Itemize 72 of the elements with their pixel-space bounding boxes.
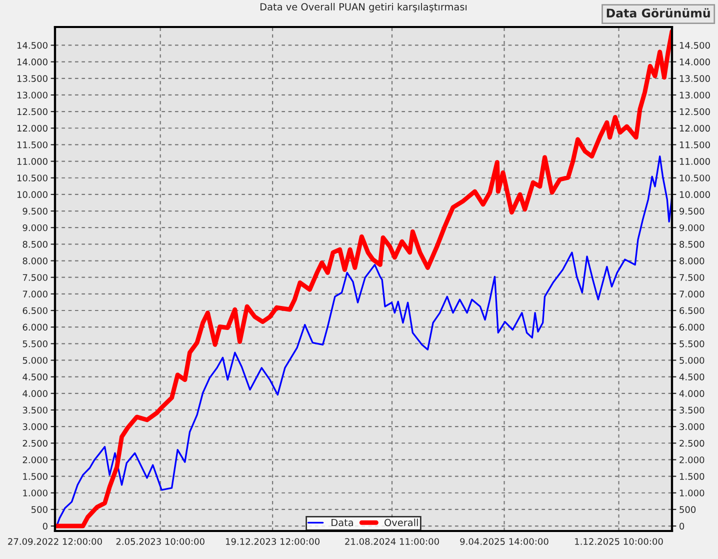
y-tick-label: 4.000 [22,390,48,397]
y2-tick-label: 11.500 [680,141,710,148]
y2-tick-label: 5.500 [680,340,704,348]
x-tick-label: 19.12.2023 12:00:00 [226,538,320,545]
y2-tick-label: 3.000 [680,423,704,430]
x-tick-label: 27.09.2022 12:00:00 [8,538,102,545]
y2-tick-label: 4.000 [679,390,704,397]
y-tick-label: 8.000 [22,257,48,264]
y2-tick-label: 2.000 [680,456,704,464]
y-tick-label: 10.000 [17,191,48,198]
y2-tick-label: 8.500 [680,240,704,248]
y-tick-label: 7.000 [22,290,48,298]
y2-tick-label: 14.500 [680,42,710,49]
x-tick-label: 1.12.2025 10:00:00 [575,538,663,545]
y-tick-label: 6.500 [22,307,48,314]
y2-tick-label: 7.500 [680,274,704,281]
y-tick-label: 14.000 [17,58,48,66]
y-tick-label: 11.000 [17,158,48,165]
y-tick-label: 8.500 [22,240,48,248]
y-tick-label: 3.500 [22,406,48,414]
y2-tick-label: 500 [680,506,696,514]
y2-tick-label: 12.500 [680,108,710,116]
y2-tick-label: 6.000 [680,324,704,331]
y2-tick-label: 1.000 [680,490,704,496]
y-tick-label: 5.000 [22,356,48,364]
x-tick-label: 2.05.2023 10:00:00 [116,538,204,545]
y2-tick-label: 12.000 [680,124,710,132]
y2-tick-label: 9.500 [680,208,704,215]
y2-tick-label: 6.500 [680,307,704,314]
y2-tick-label: 10.500 [680,174,710,182]
text: Data Görünümü [606,8,710,18]
x-tick-label: 21.08.2024 11:00:00 [345,538,439,545]
y2-tick-label: 4.500 [679,374,704,380]
y2-tick-label: 13.500 [680,75,710,82]
y2-tick-label: 13.000 [680,92,710,99]
y-tick-label: 10.500 [17,174,48,182]
y-tick-label: 13.000 [17,92,48,99]
y2-tick-label: 0 [680,522,684,530]
y-tick-label: 6.000 [22,324,48,331]
y-tick-label: 14.500 [17,42,48,49]
y-tick-label: 9.000 [22,224,48,232]
y-tick-label: 3.000 [22,423,48,430]
y2-tick-label: 3.500 [680,406,704,414]
y2-tick-label: 7.000 [680,290,704,298]
y-tick-label: 500 [32,506,48,514]
line-series [55,29,672,528]
line-series [56,155,672,527]
x-tick-label: 9.04.2025 14:00:00 [460,538,548,545]
y-tick-label: 13.500 [17,75,48,82]
y-tick-label: 1.000 [23,490,48,496]
y-tick-label: 7.500 [22,274,48,281]
y-tick-label: 1.500 [23,473,48,480]
legend-label: Data [332,518,353,526]
y2-tick-label: 11.000 [680,158,710,165]
y2-tick-label: 9.000 [680,224,704,232]
y2-tick-label: 14.000 [680,58,710,66]
chart-title: Data ve Overall PUAN getiri karşılaştırması [260,2,467,12]
y2-tick-label: 1.500 [680,473,704,480]
y2-tick-label: 2.500 [680,440,704,447]
y-tick-label: 11.500 [17,141,48,148]
y-tick-label: 5.500 [22,340,48,348]
y-tick-label: 4.500 [22,374,48,380]
y-tick-label: 12.000 [17,124,48,132]
y-tick-label: 0 [42,522,48,530]
y-tick-label: 2.500 [22,440,48,447]
y2-tick-label: 8.000 [680,257,704,264]
y-tick-label: 12.500 [17,108,48,116]
y-tick-label: 2.000 [22,456,48,464]
y-tick-label: 9.500 [22,208,48,215]
legend-label: Overall [384,518,418,526]
y2-tick-label: 5.000 [680,356,704,364]
y2-tick-label: 10.000 [680,191,710,198]
